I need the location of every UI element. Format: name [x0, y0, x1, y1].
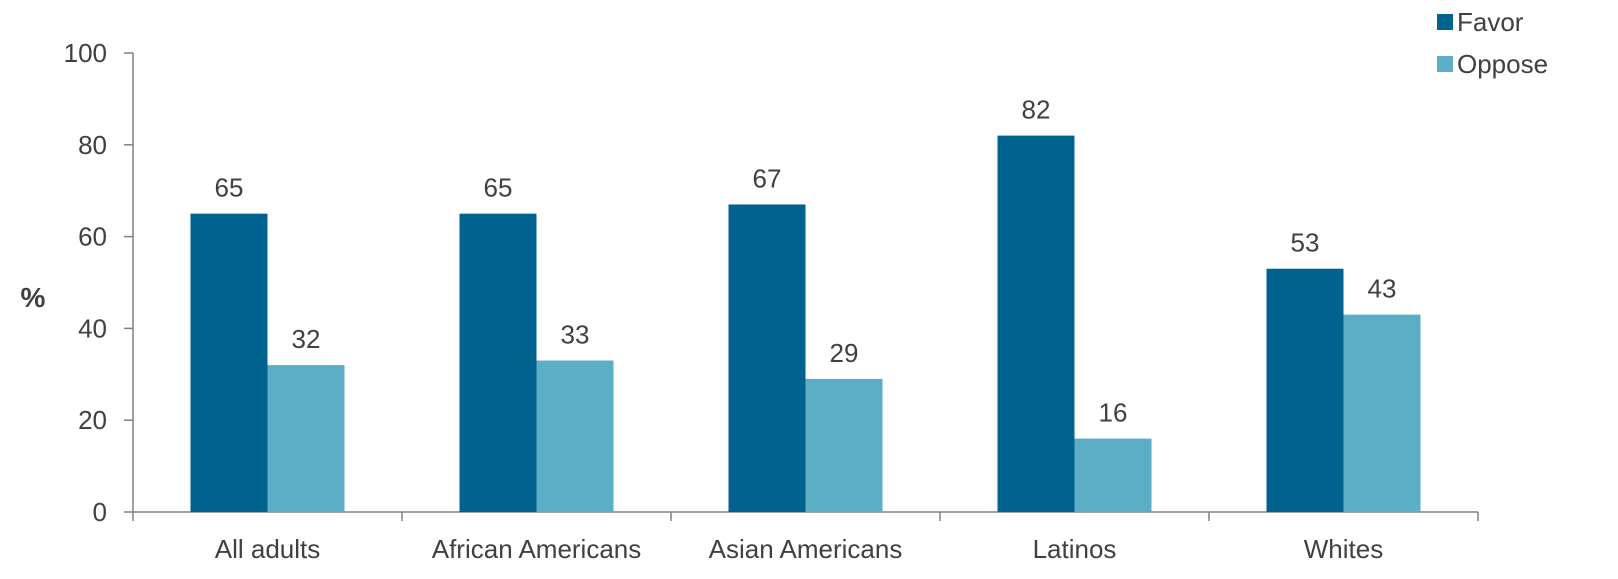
- bar-favor: [1266, 268, 1344, 512]
- legend-item-oppose: Oppose: [1437, 49, 1548, 79]
- legend-swatch: [1437, 14, 1453, 30]
- bar-oppose: [1343, 314, 1421, 512]
- data-label-oppose: 32: [292, 324, 321, 354]
- data-label-oppose: 16: [1099, 398, 1128, 428]
- y-tick-label: 20: [78, 405, 107, 435]
- x-axis: All adults African Americans Asian America…: [132, 511, 1479, 564]
- y-tick-label: 0: [93, 497, 107, 527]
- bar-oppose: [805, 378, 883, 512]
- data-label-favor: 67: [753, 163, 782, 193]
- data-label-favor: 65: [484, 173, 513, 203]
- x-category-label: Whites: [1304, 534, 1383, 564]
- legend-label: Favor: [1457, 7, 1524, 37]
- bar-oppose: [267, 365, 345, 512]
- data-label-favor: 65: [215, 173, 244, 203]
- bar-favor: [997, 135, 1075, 512]
- data-label-oppose: 43: [1368, 274, 1397, 304]
- data-label-favor: 53: [1291, 228, 1320, 258]
- bar-favor: [190, 213, 268, 512]
- x-category-label: Latinos: [1033, 534, 1117, 564]
- data-label-oppose: 33: [561, 320, 590, 350]
- y-axis: 0 20 40 60 80 100: [64, 38, 134, 527]
- bar-favor: [459, 213, 537, 512]
- x-category-label: African Americans: [432, 534, 642, 564]
- data-label-favor: 82: [1022, 95, 1051, 125]
- bar-favor: [728, 204, 806, 512]
- data-label-oppose: 29: [830, 338, 859, 368]
- x-category-label: Asian Americans: [709, 534, 903, 564]
- legend: Favor Oppose: [1437, 7, 1548, 79]
- legend-item-favor: Favor: [1437, 7, 1524, 37]
- y-tick-label: 40: [78, 313, 107, 343]
- y-tick-label: 80: [78, 130, 107, 160]
- bars: 65 32 65 33 67 29 82 16 53 43: [190, 95, 1421, 512]
- bar-oppose: [1074, 438, 1152, 512]
- y-tick-label: 60: [78, 222, 107, 252]
- bar-oppose: [536, 360, 614, 512]
- y-tick-label: 100: [64, 38, 107, 68]
- y-axis-title: %: [21, 282, 46, 313]
- legend-label: Oppose: [1457, 49, 1548, 79]
- x-category-label: All adults: [215, 534, 321, 564]
- legend-swatch: [1437, 56, 1453, 72]
